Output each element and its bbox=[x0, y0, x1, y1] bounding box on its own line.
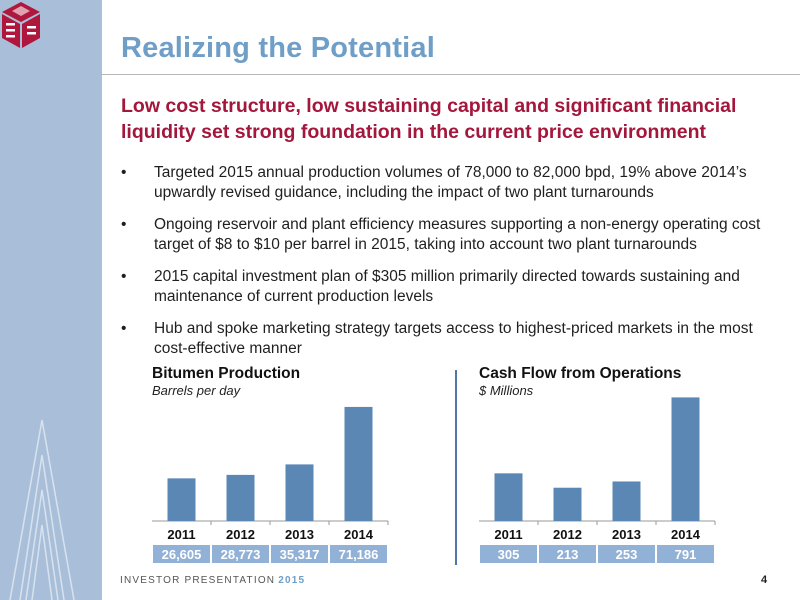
data-label-box bbox=[271, 545, 328, 563]
data-label: 26,605 bbox=[162, 547, 202, 562]
data-label: 28,773 bbox=[221, 547, 261, 562]
bullet-item: • Targeted 2015 annual production volumes… bbox=[121, 163, 761, 203]
chart-title: Bitumen Production bbox=[152, 365, 301, 382]
footer-label: INVESTOR PRESENTATION bbox=[120, 575, 276, 586]
data-label-box bbox=[212, 545, 269, 563]
data-label-box bbox=[330, 545, 387, 563]
bar bbox=[285, 464, 314, 521]
data-label-box bbox=[598, 545, 655, 563]
sidebar-band bbox=[0, 0, 102, 600]
slide-subtitle: Low cost structure, low sustaining capit… bbox=[121, 95, 737, 143]
bullet-dot: • bbox=[121, 164, 127, 181]
x-tick-label: 2011 bbox=[494, 527, 522, 542]
bullet-dot: • bbox=[121, 320, 127, 337]
data-label-box bbox=[539, 545, 596, 563]
bar bbox=[344, 406, 373, 521]
data-label: 213 bbox=[557, 547, 579, 562]
meg-logo-icon bbox=[2, 2, 40, 48]
cash-flow-chart: Cash Flow from Operations $ Millions 201… bbox=[479, 365, 719, 565]
chart-subtitle: $ Millions bbox=[479, 383, 534, 398]
chart-divider bbox=[455, 370, 457, 565]
bitumen-production-plot: 2011 26,605 2012 28,773 2013 35,317 2014 71,186 bbox=[152, 406, 389, 563]
bullet-text: Ongoing reservoir and plant efficiency m… bbox=[154, 216, 761, 253]
x-tick-label: 2011 bbox=[167, 527, 195, 542]
page-title: Realizing the Potential bbox=[121, 32, 435, 64]
bar bbox=[553, 487, 582, 521]
bar bbox=[226, 474, 255, 521]
data-label: 71,186 bbox=[339, 547, 379, 562]
x-tick-label: 2014 bbox=[671, 527, 701, 542]
footer-year: 2015 bbox=[278, 575, 306, 586]
bullet-dot: • bbox=[121, 216, 127, 233]
cash-flow-plot: 2011 305 2012 213 2013 253 2014 791 bbox=[479, 397, 716, 563]
bullet-text: 2015 capital investment plan of $305 mil… bbox=[154, 268, 740, 305]
bullet-item: • 2015 capital investment plan of $305 mi… bbox=[121, 267, 761, 307]
data-label: 253 bbox=[616, 547, 638, 562]
chart-subtitle: Barrels per day bbox=[152, 383, 241, 398]
bar bbox=[671, 397, 700, 521]
bar bbox=[494, 473, 523, 521]
x-tick-label: 2014 bbox=[344, 527, 374, 542]
bar bbox=[167, 478, 196, 521]
data-label-box bbox=[153, 545, 210, 563]
chart-title: Cash Flow from Operations bbox=[479, 365, 682, 382]
page-number: 4 bbox=[761, 574, 768, 586]
sidebar-chevron-pattern bbox=[9, 419, 75, 600]
data-label: 791 bbox=[675, 547, 697, 562]
bullet-list: • Targeted 2015 annual production volumes… bbox=[121, 163, 761, 371]
bitumen-production-chart: Bitumen Production Barrels per day 2011 2… bbox=[152, 365, 392, 565]
x-tick-label: 2012 bbox=[226, 527, 255, 542]
data-label: 35,317 bbox=[280, 547, 320, 562]
data-label-box bbox=[480, 545, 537, 563]
bullet-text: Hub and spoke marketing strategy targets… bbox=[154, 320, 753, 357]
x-tick-label: 2012 bbox=[553, 527, 582, 542]
bullet-item: • Hub and spoke marketing strategy target… bbox=[121, 319, 761, 359]
data-label: 305 bbox=[498, 547, 520, 562]
data-label-box bbox=[657, 545, 714, 563]
bar bbox=[612, 481, 641, 521]
bullet-item: • Ongoing reservoir and plant efficiency … bbox=[121, 215, 761, 255]
bullet-dot: • bbox=[121, 268, 127, 285]
x-tick-label: 2013 bbox=[612, 527, 641, 542]
x-tick-label: 2013 bbox=[285, 527, 314, 542]
title-divider bbox=[102, 74, 800, 75]
bullet-text: Targeted 2015 annual production volumes … bbox=[154, 164, 747, 201]
footer: INVESTOR PRESENTATION 2015 bbox=[120, 575, 305, 586]
